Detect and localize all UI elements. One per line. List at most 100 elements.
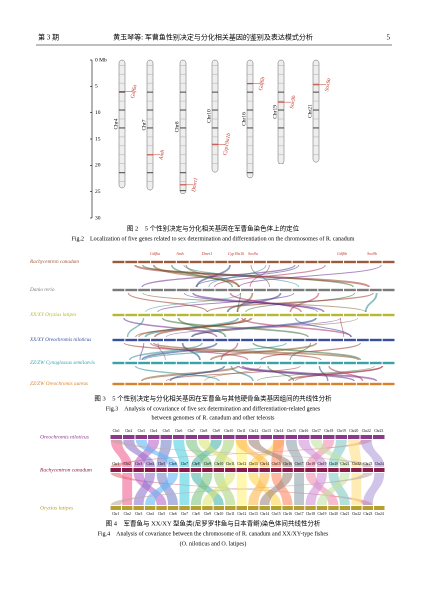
species-label: ZZ/ZW Cynoglossus semilaevis: [30, 360, 95, 366]
chromosome-segment: [110, 506, 121, 510]
gene-label: Amh: [158, 149, 166, 161]
chromosome-segment: [360, 435, 372, 439]
chromosome-segment: [112, 382, 125, 386]
synteny-link: [294, 365, 383, 382]
scale-label: 5: [95, 84, 98, 90]
chromosome-segment: [215, 288, 228, 292]
chromosome-segment: [144, 506, 156, 510]
synteny-link: [204, 365, 262, 382]
chromosome-segment: [228, 313, 241, 317]
chromosome-segment: [331, 338, 344, 342]
synteny-ribbon: [305, 473, 339, 505]
chromosome-label: Chr1: [112, 462, 119, 466]
chromosome-segment: [318, 313, 331, 317]
synteny-link: [195, 264, 300, 288]
chromosome-segment: [173, 435, 185, 439]
chromosome-label: Chr22: [352, 462, 361, 466]
chromosome-segment: [138, 288, 151, 292]
chromosome-segment: [228, 260, 241, 264]
chromosome-segment: [382, 361, 395, 365]
chromosome-segment: [318, 288, 331, 292]
synteny-ribbon: [110, 440, 373, 467]
chromosome-segment: [112, 260, 125, 264]
chromosome-segment: [305, 288, 318, 292]
chromosome-segment: [335, 435, 347, 439]
chromosome-segment: [374, 468, 385, 472]
species-label: Oryzias latipes: [40, 505, 73, 511]
chromosome-segment: [223, 435, 235, 439]
issue: 第 3 期: [38, 33, 59, 42]
chromosome-segment: [369, 313, 382, 317]
chromosome-label: Chr22: [362, 429, 371, 433]
chromosome-segment: [241, 313, 253, 317]
synteny-link: [139, 342, 145, 361]
chromosome-segment: [305, 506, 316, 510]
chromosome-label: Chr18: [306, 512, 315, 516]
chromosome-label: Chr13: [262, 429, 271, 433]
chromosome-label: Chr16: [241, 112, 247, 126]
chromosome-label: Chr8: [200, 429, 207, 433]
chromosome-segment: [292, 313, 305, 317]
chromosome-segment: [189, 338, 202, 342]
chromosome: [277, 59, 285, 165]
synteny-ribbon: [248, 473, 270, 505]
chromosome-segment: [305, 260, 318, 264]
chromosome-segment: [254, 288, 266, 292]
chromosome-label: Chr5: [163, 429, 170, 433]
chromosome-label: Chr12: [237, 462, 246, 466]
chromosome-label: Chr11: [226, 462, 235, 466]
chromosome-label: Chr8: [192, 512, 199, 516]
synteny-link: [191, 317, 359, 338]
chromosome-segment: [179, 468, 190, 472]
chromosome-segment: [156, 468, 167, 472]
synteny-link: [220, 342, 239, 361]
chromosome-label: Chr24: [375, 462, 384, 466]
chromosome-segment: [305, 382, 318, 386]
synteny-ribbon: [298, 440, 327, 467]
chromosome-segment: [374, 506, 385, 510]
chromosome-segment: [293, 506, 305, 510]
chromosome-segment: [356, 382, 369, 386]
chromosome-segment: [351, 468, 362, 472]
gene-label: Gdf6b: [337, 251, 347, 256]
chromosome-segment: [241, 361, 253, 365]
synteny-link: [140, 365, 239, 382]
chromosome-segment: [176, 313, 189, 317]
chromosome-segment: [318, 260, 331, 264]
gene-label: Sox9a: [324, 77, 332, 92]
synteny-ribbon: [305, 473, 327, 505]
synteny-link: [318, 365, 329, 382]
chromosome-label: Chr13: [249, 462, 258, 466]
chromosome-label: Chr21: [340, 462, 349, 466]
chromosome-segment: [331, 361, 344, 365]
chromosome-segment: [210, 435, 222, 439]
chromosome-segment: [356, 260, 369, 264]
chromosome-segment: [266, 260, 279, 264]
chromosome-segment: [138, 382, 151, 386]
chromosome-segment: [344, 382, 356, 386]
synteny-ribbon: [133, 473, 167, 505]
chromosome-label: Chr9: [204, 462, 211, 466]
species-label: XX/XY Oryzias latipes: [29, 312, 76, 318]
species-label: Rachycentron canadum: [29, 259, 79, 265]
chromosome-segment: [254, 260, 266, 264]
scale-label: 15: [95, 136, 101, 142]
synteny-link: [237, 292, 242, 313]
chromosome-segment: [215, 260, 228, 264]
chromosome-segment: [292, 288, 305, 292]
chromosome-segment: [176, 338, 189, 342]
chromosome-segment: [369, 260, 382, 264]
chromosome-label: Chr10: [214, 512, 223, 516]
chromosome-segment: [202, 506, 213, 510]
chromosome-label: Chr5: [158, 462, 165, 466]
chromosome-segment: [213, 506, 225, 510]
chromosome-label: Chr8: [192, 462, 199, 466]
chromosome-segment: [348, 435, 360, 439]
chromosome-segment: [369, 288, 382, 292]
chromosome-segment: [236, 468, 247, 472]
chromosome-segment: [148, 435, 160, 439]
chromosome-segment: [305, 468, 316, 472]
chromosome-segment: [241, 260, 253, 264]
chromosome-segment: [215, 382, 228, 386]
synteny-ribbon: [328, 473, 350, 505]
